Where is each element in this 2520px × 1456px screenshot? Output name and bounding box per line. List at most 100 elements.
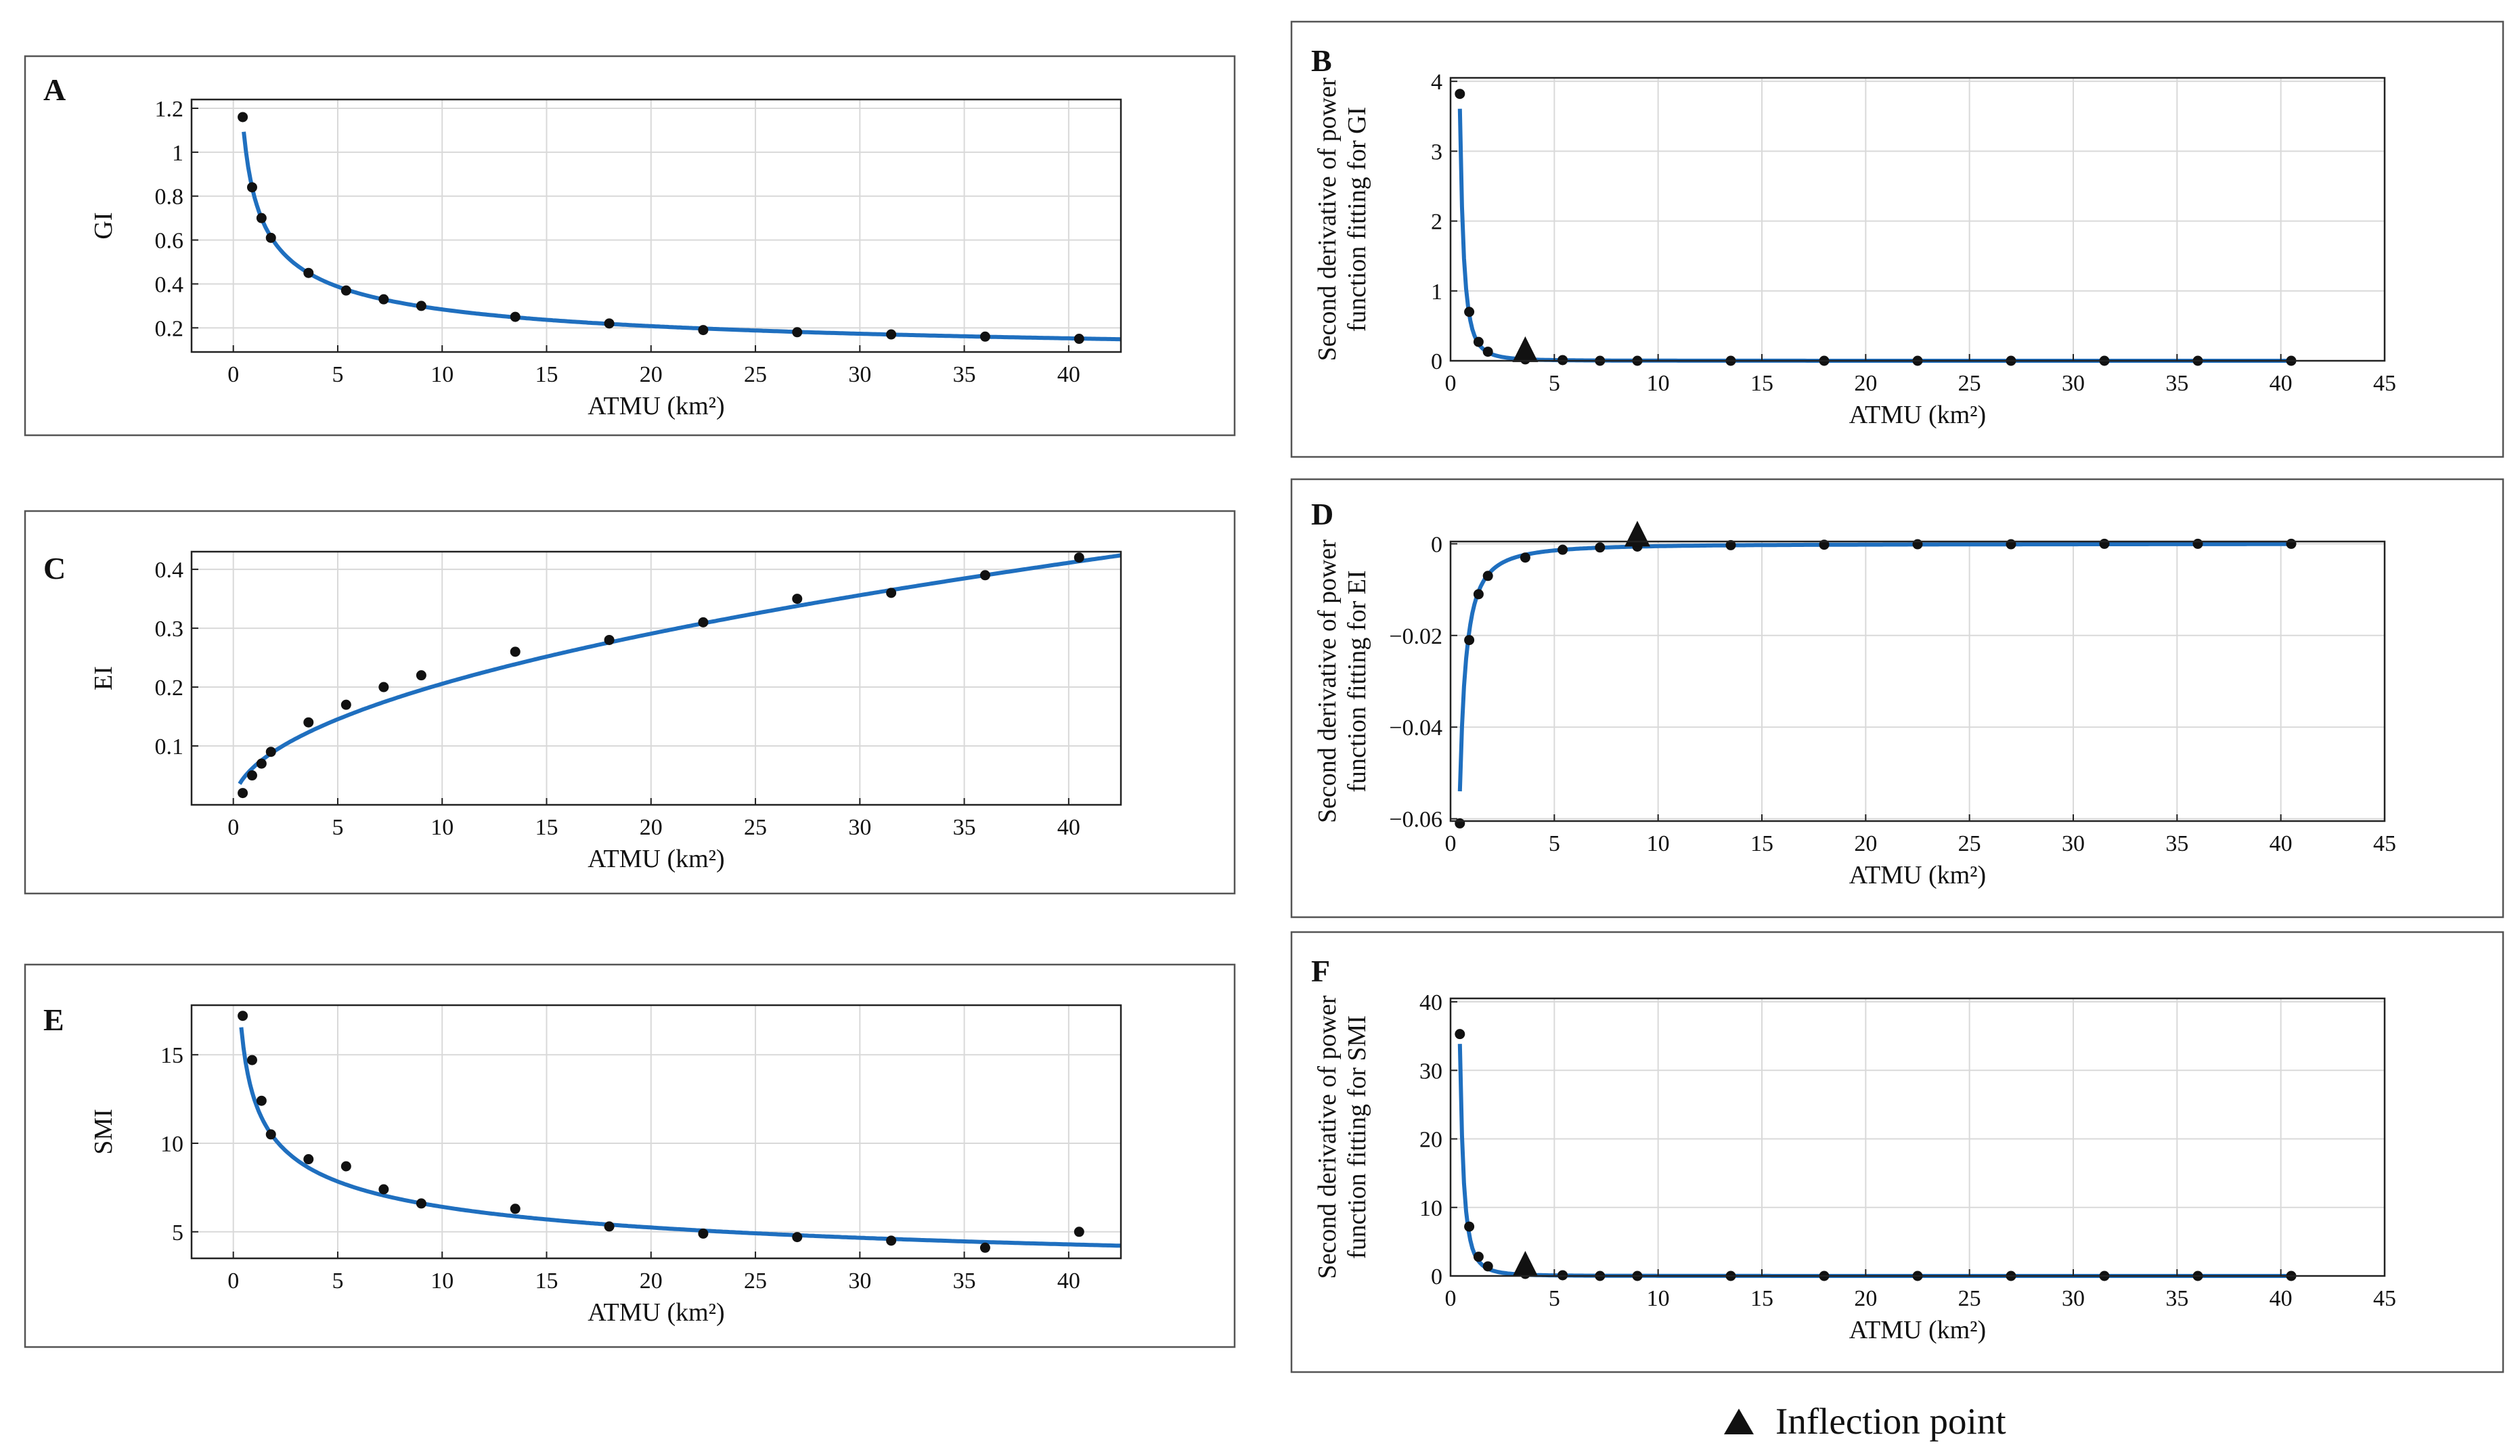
panel-label: A xyxy=(43,72,66,107)
data-point xyxy=(979,331,990,342)
data-point xyxy=(265,232,276,243)
data-point xyxy=(2192,538,2203,549)
y-axis-label-line: GI xyxy=(89,212,118,239)
panel-c: C 0 5 10 15 20 25 30 35 40 0.1 0.2 0.3 0.4 ATMU (km²) E… xyxy=(24,510,1236,895)
y-axis-label-line: Second derivative of power xyxy=(1313,995,1342,1279)
x-tick-label: 5 xyxy=(1549,371,1560,396)
data-point xyxy=(2286,538,2297,549)
x-axis-label: ATMU (km²) xyxy=(588,845,724,873)
y-tick-label: 0.4 xyxy=(155,558,184,583)
x-axis-label: ATMU (km²) xyxy=(588,392,724,420)
x-tick-label: 10 xyxy=(430,815,454,840)
data-point xyxy=(303,717,314,728)
data-point xyxy=(1482,347,1493,357)
data-point xyxy=(604,318,615,329)
data-point xyxy=(698,617,709,627)
data-point xyxy=(340,699,351,710)
inflection-marker xyxy=(1512,1250,1539,1277)
x-tick-label: 20 xyxy=(1854,831,1877,856)
y-axis-label-line: Second derivative of power xyxy=(1313,539,1342,823)
data-point xyxy=(256,1095,267,1106)
data-point xyxy=(792,327,803,338)
panel-label: C xyxy=(43,551,66,586)
y-tick-label: −0.06 xyxy=(1389,808,1442,833)
y-tick-label: 2 xyxy=(1431,210,1442,235)
x-tick-label: 25 xyxy=(1958,1286,1981,1311)
x-tick-label: 15 xyxy=(535,1269,558,1294)
x-tick-label: 25 xyxy=(1958,831,1981,856)
x-tick-label: 25 xyxy=(1958,371,1981,396)
y-axis-label: EI xyxy=(89,666,118,690)
data-point xyxy=(416,301,426,311)
x-tick-label: 25 xyxy=(744,362,767,387)
data-point xyxy=(1482,1261,1493,1272)
x-tick-label: 25 xyxy=(744,815,767,840)
x-tick-label: 45 xyxy=(2373,831,2396,856)
data-point xyxy=(792,1232,803,1243)
x-tick-label: 0 xyxy=(1445,1286,1457,1311)
x-tick-label: 30 xyxy=(848,815,871,840)
data-point xyxy=(604,1221,615,1232)
y-tick-label: 10 xyxy=(1419,1196,1442,1221)
x-tick-label: 40 xyxy=(1057,815,1080,840)
panel-frame xyxy=(24,55,1236,437)
x-tick-label: 30 xyxy=(2062,371,2085,396)
data-point xyxy=(1473,336,1484,347)
y-tick-label: 1 xyxy=(1431,280,1442,305)
x-tick-label: 40 xyxy=(1057,1269,1080,1294)
data-point xyxy=(256,758,267,769)
y-tick-label: 0.8 xyxy=(155,185,184,210)
panel-label: B xyxy=(1311,43,1332,78)
axes-box xyxy=(190,550,1122,806)
x-tick-label: 20 xyxy=(1854,1286,1877,1311)
x-tick-label: 35 xyxy=(953,1269,976,1294)
axes-box xyxy=(1449,76,2386,362)
data-point xyxy=(246,770,257,781)
y-tick-label: 0 xyxy=(1431,1264,1442,1289)
data-point xyxy=(265,1129,276,1140)
panel-frame xyxy=(24,510,1236,895)
data-point xyxy=(340,285,351,296)
x-tick-label: 10 xyxy=(430,1269,454,1294)
y-axis-label-line: Second derivative of power xyxy=(1313,77,1342,361)
plot-area xyxy=(192,100,1121,352)
data-point xyxy=(2099,538,2110,549)
y-tick-label: 1.2 xyxy=(155,97,184,122)
y-tick-label: 40 xyxy=(1419,990,1442,1015)
data-point xyxy=(1464,1221,1475,1232)
x-tick-label: 45 xyxy=(2373,1286,2396,1311)
x-tick-label: 15 xyxy=(535,362,558,387)
panel-label: E xyxy=(43,1002,64,1037)
data-point xyxy=(1074,1227,1084,1237)
data-point xyxy=(1520,552,1530,563)
data-point xyxy=(1725,539,1736,550)
plot-area xyxy=(1451,542,2385,821)
y-tick-label: 0 xyxy=(1431,349,1442,374)
data-point xyxy=(979,570,990,581)
x-tick-label: 0 xyxy=(227,1269,239,1294)
x-tick-label: 45 xyxy=(2373,371,2396,396)
data-point xyxy=(1482,571,1493,581)
x-axis-label: ATMU (km²) xyxy=(1849,861,1986,889)
data-point xyxy=(340,1161,351,1172)
x-axis-label: ATMU (km²) xyxy=(1849,401,1986,429)
y-tick-label: 0.2 xyxy=(155,316,184,341)
x-tick-label: 30 xyxy=(848,1269,871,1294)
y-tick-label: 30 xyxy=(1419,1059,1442,1084)
x-tick-label: 10 xyxy=(1647,371,1670,396)
data-point xyxy=(256,213,267,223)
panel-frame xyxy=(1290,478,2504,919)
data-point xyxy=(1557,544,1568,555)
y-axis-label-line: SMI xyxy=(89,1109,118,1155)
data-point xyxy=(416,1198,426,1209)
x-tick-label: 30 xyxy=(848,362,871,387)
data-point xyxy=(246,182,257,193)
x-tick-label: 35 xyxy=(953,815,976,840)
y-tick-label: 5 xyxy=(172,1220,183,1245)
data-point xyxy=(510,1204,521,1214)
x-tick-label: 30 xyxy=(2062,1286,2085,1311)
panel-b: B 0 5 10 15 20 25 30 35 40 45 0 1 2 3 4 ATMU (km²) Second… xyxy=(1290,20,2504,458)
y-tick-label: 0.1 xyxy=(155,734,184,759)
y-axis-label: Second derivative of powerfunction fitti… xyxy=(1313,995,1371,1279)
x-tick-label: 10 xyxy=(1647,831,1670,856)
